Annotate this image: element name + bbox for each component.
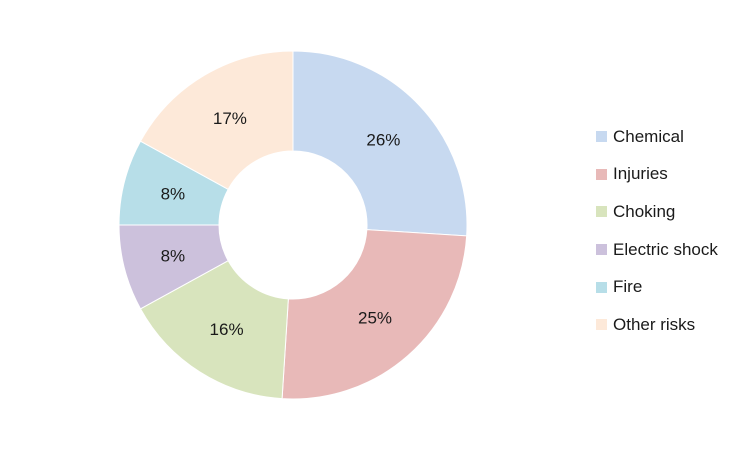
slice-choking — [139, 259, 289, 400]
legend-item-chemical: Chemical — [596, 118, 718, 156]
legend-item-injuries: Injuries — [596, 156, 718, 194]
donut-plot: 26% 25% 16% 8% 8% 17% — [118, 50, 468, 400]
legend-swatch — [596, 131, 607, 143]
legend-label: Electric shock — [613, 239, 718, 259]
data-label-electric-shock: 8% — [161, 246, 186, 265]
slice-chemical — [292, 50, 468, 237]
legend-label: Chemical — [613, 126, 684, 146]
legend-label: Other risks — [613, 314, 696, 334]
legend-item-fire: Fire — [596, 268, 718, 306]
data-label-injuries: 25% — [358, 309, 392, 328]
slice-injuries — [281, 229, 468, 400]
data-label-fire: 8% — [161, 185, 186, 204]
legend-item-other-risks: Other risks — [596, 306, 718, 344]
legend-swatch — [596, 168, 607, 180]
legend-swatch — [596, 244, 607, 256]
legend-swatch — [596, 206, 607, 218]
legend-label: Injuries — [613, 164, 668, 184]
legend-item-electric-shock: Electric shock — [596, 231, 718, 269]
legend: Chemical Injuries Choking Electric shock Fir… — [596, 118, 718, 344]
legend-label: Choking — [613, 201, 676, 221]
slice-other-risks — [139, 50, 294, 191]
legend-swatch — [596, 319, 607, 331]
legend-swatch — [596, 281, 607, 293]
data-label-other-risks: 17% — [213, 109, 247, 128]
legend-label: Fire — [613, 277, 643, 297]
data-label-choking: 16% — [210, 320, 244, 339]
legend-item-choking: Choking — [596, 193, 718, 231]
data-label-chemical: 26% — [366, 131, 400, 150]
